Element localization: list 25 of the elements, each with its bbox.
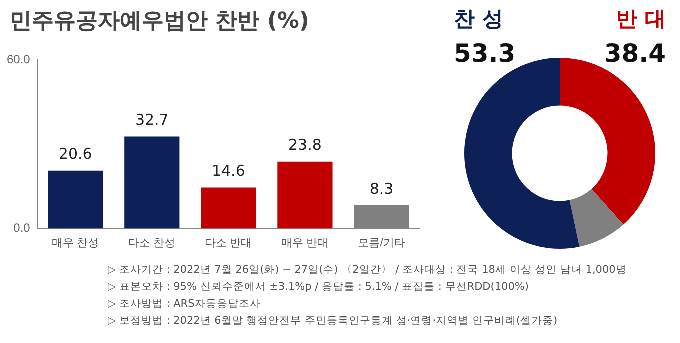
x-tick-label: 다소 반대 (205, 237, 252, 250)
x-tick-label: 다소 찬성 (128, 237, 176, 250)
slice-label: 반 대 (616, 7, 666, 31)
x-tick-label: 모름/기타 (358, 237, 406, 250)
chart-title: 민주유공자예우법안 찬반 (%) (10, 8, 310, 36)
data-label: 32.7 (135, 111, 169, 130)
data-label: 53.3 (454, 39, 516, 68)
bar (124, 136, 180, 229)
data-label: 38.4 (604, 39, 666, 68)
bar (278, 162, 333, 229)
text: ▷ 조사기간 : 2022년 7월 26일(화) ~ 27일(수) 〈2일간〉 / 조사대상 : 전국 18세 이상 성인 남녀 1,000명 (108, 263, 627, 278)
text: ▷ 보정방법 : 2022년 6월말 행정안전부 주민등록인구통계 성·연령·지역별 인구비례(셀가중) (108, 314, 559, 329)
data-label: 8.3 (370, 180, 394, 198)
text: ▷ 조사방법 : ARS자동응답조사 (108, 297, 262, 312)
data-label: 14.6 (212, 162, 246, 180)
bar (201, 188, 256, 229)
text: ▷ 표본오차 : 95% 신뢰수준에서 ±3.1%p / 응답률 : 5.1% / 표집틀 : 무선RDD(100%) (108, 280, 530, 295)
y-tick-label: 60.0 (6, 52, 31, 66)
x-tick-label: 매우 찬성 (52, 237, 100, 250)
x-tick-label: 매우 반대 (282, 237, 329, 250)
bar (48, 170, 104, 229)
slice-label: 찬 성 (454, 7, 504, 31)
data-label: 23.8 (288, 136, 322, 154)
data-label: 20.6 (58, 145, 92, 164)
y-tick-label: 0.0 (14, 221, 31, 236)
